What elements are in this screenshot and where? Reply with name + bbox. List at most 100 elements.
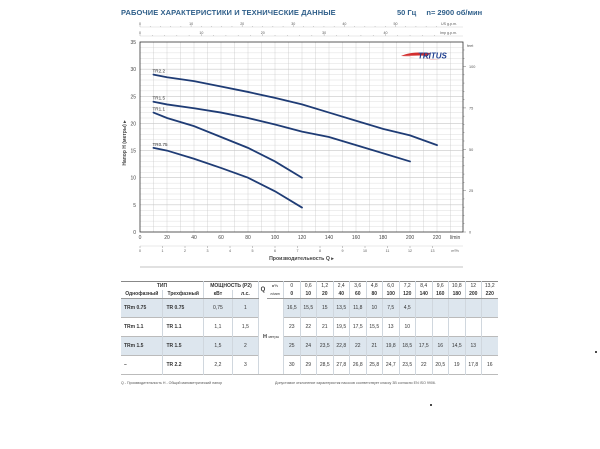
head-value: 13 (465, 336, 482, 356)
svg-text:11: 11 (386, 249, 390, 253)
model-single-phase: – (121, 355, 164, 375)
q-lmin-value: 20 (316, 290, 334, 299)
svg-text:35: 35 (130, 40, 136, 46)
svg-text:25: 25 (130, 94, 136, 100)
svg-text:30: 30 (291, 22, 295, 26)
head-value (415, 298, 433, 318)
q-m3h-value: 6,0 (382, 281, 400, 290)
svg-text:7: 7 (297, 249, 299, 253)
stray-dot (595, 351, 597, 353)
head-value: 19,8 (382, 336, 400, 356)
head-value: 13,5 (333, 298, 350, 318)
head-value: 21 (316, 317, 334, 337)
svg-text:0: 0 (139, 22, 141, 26)
svg-text:160: 160 (352, 235, 361, 241)
svg-text:50: 50 (469, 148, 473, 152)
power-hp: 1,5 (232, 317, 260, 337)
head-value: 10 (366, 298, 383, 318)
table-row: TRm 1.1 TR 1.1 1,1 1,5 23 22 21 19,5 17,5 15,5 13 1… (121, 317, 498, 337)
curve-label: TR1.1 (153, 107, 166, 112)
head-value: 17,8 (465, 355, 482, 375)
q-m3h-value: 4,8 (366, 281, 383, 290)
svg-text:120: 120 (298, 235, 307, 241)
head-value (481, 336, 498, 356)
svg-text:10: 10 (130, 176, 136, 182)
chart-grid (140, 42, 463, 232)
q-lmin-value: 140 (415, 290, 433, 299)
frequency-label: 50 Гц (397, 8, 417, 17)
head-value: 27,8 (333, 355, 350, 375)
svg-text:l/min: l/min (450, 235, 461, 241)
q-m3h-value: 0 (283, 281, 301, 290)
head-value: 23,5 (316, 336, 334, 356)
svg-text:40: 40 (191, 235, 197, 241)
page-title: РАБОЧИЕ ХАРАКТЕРИСТИКИ И ТЕХНИЧЕСКИЕ ДАН… (121, 8, 336, 17)
svg-text:13: 13 (431, 249, 435, 253)
curve-label: TR0.75 (153, 142, 169, 147)
h-label: H метры (258, 298, 284, 375)
svg-text:20: 20 (261, 31, 265, 35)
power-hp: 2 (232, 336, 260, 356)
head-value: 23 (283, 317, 301, 337)
power-kw: 0,75 (203, 298, 233, 318)
svg-text:25: 25 (469, 189, 473, 193)
head-value: 24 (300, 336, 317, 356)
head-value: 4,5 (399, 298, 416, 318)
model-three-phase: TR 0.75 (162, 298, 204, 318)
head-value: 22,8 (333, 336, 350, 356)
head-value: 19 (448, 355, 466, 375)
q-lmin-value: 80 (366, 290, 383, 299)
curve-label: TR2.2 (153, 69, 166, 74)
col-kw: кВт (203, 290, 233, 299)
svg-text:220: 220 (433, 235, 442, 241)
head-value: 16 (486, 362, 493, 368)
svg-text:100: 100 (469, 65, 475, 69)
svg-text:0: 0 (139, 235, 142, 241)
head-value: 17,5 (415, 336, 433, 356)
power-kw: 2,2 (203, 355, 233, 375)
q-lmin-value: 120 (399, 290, 416, 299)
tritus-logo: TRITUS (401, 52, 448, 61)
head-value: 22 (300, 317, 317, 337)
q-m3h-value: 3,6 (349, 281, 367, 290)
model-three-phase: TR 2.2 (162, 355, 204, 375)
power-hp: 1 (232, 298, 260, 318)
q-m3h-value: 8,4 (415, 281, 433, 290)
svg-text:40: 40 (383, 31, 387, 35)
head-value: 15,5 (366, 317, 383, 337)
svg-text:200: 200 (406, 235, 415, 241)
svg-text:50: 50 (393, 22, 397, 26)
q-m3h-value: 12 (465, 281, 482, 290)
head-value: 24,7 (382, 355, 400, 375)
footer-legend: Q - Производительность H - Общий маномет… (121, 381, 223, 385)
svg-text:60: 60 (218, 235, 224, 241)
head-value: 20,5 (432, 355, 449, 375)
head-value: 18,5 (399, 336, 416, 356)
head-value: 16 (432, 336, 449, 356)
svg-text:15: 15 (130, 149, 136, 155)
svg-text:20: 20 (164, 235, 170, 241)
svg-text:0: 0 (133, 230, 136, 236)
q-lmin-value: 200 (465, 290, 482, 299)
head-value: 7,5 (382, 298, 400, 318)
q-m3h-value: 7,2 (399, 281, 416, 290)
model-single-phase: TRm 0.75 (121, 298, 164, 318)
head-value (465, 317, 482, 337)
svg-text:100: 100 (271, 235, 280, 241)
svg-text:9: 9 (342, 249, 344, 253)
svg-text:4: 4 (229, 249, 231, 253)
q-m3h-value: 1,2 (316, 281, 334, 290)
svg-text:20: 20 (240, 22, 244, 26)
q-lmin-value: 220 (481, 290, 498, 299)
q-lmin-value: 10 (300, 290, 317, 299)
q-m3h-value: 0,6 (300, 281, 317, 290)
head-value: 29 (300, 355, 317, 375)
head-value: 17,5 (349, 317, 367, 337)
svg-text:10: 10 (189, 22, 193, 26)
q-unit-m3h: м³/ч (267, 281, 284, 290)
q-m3h-value: 13,2 (481, 281, 498, 290)
curve-label: TR1.5 (153, 96, 166, 101)
q-lmin-value: 60 (349, 290, 367, 299)
power-kw: 1,1 (203, 317, 233, 337)
